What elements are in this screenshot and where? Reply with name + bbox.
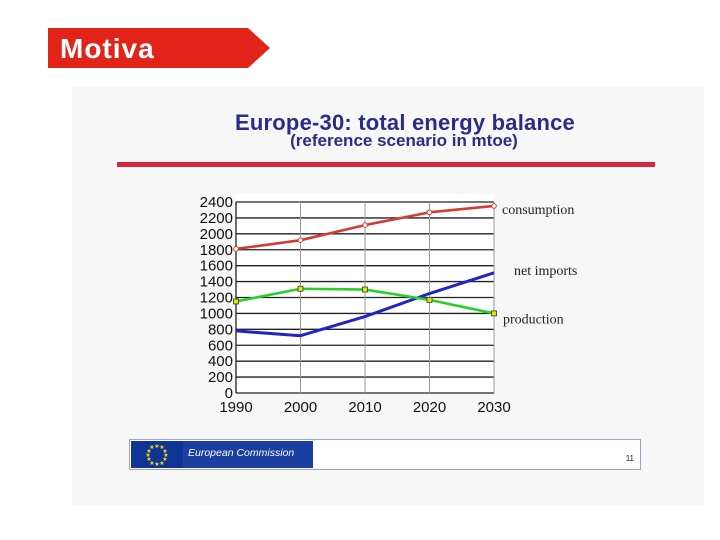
series-line-net-imports	[235, 271, 495, 338]
eu-stars-icon: ★ ★★ ★★★ ★★★ ★★★	[145, 443, 168, 468]
y-tick-label-0: 0	[225, 385, 233, 402]
svg-text:★: ★	[159, 444, 164, 451]
y-tick-label-800: 800	[208, 321, 233, 338]
chart-subtitle: (reference scenario in mtoe)	[290, 131, 518, 150]
ec-banner	[183, 441, 313, 468]
x-tick-label-2000: 2000	[284, 399, 317, 416]
y-tick-label-400: 400	[208, 353, 233, 370]
motiva-logo: Motiva	[48, 28, 270, 68]
svg-text:★: ★	[145, 452, 150, 459]
y-tick-label-200: 200	[208, 369, 233, 386]
y-tick-label-600: 600	[208, 337, 233, 354]
point-production-1990	[233, 298, 239, 305]
point-production-2020	[426, 296, 433, 303]
x-tick-label-2020: 2020	[413, 399, 446, 416]
svg-text:★: ★	[163, 452, 168, 459]
y-tick-label-2400: 2400	[200, 194, 233, 211]
y-tick-label-1600: 1600	[200, 258, 233, 275]
point-consumption-2000	[297, 237, 304, 243]
y-tick-label-1200: 1200	[200, 290, 233, 307]
svg-text:★: ★	[149, 460, 154, 467]
footer-bar: ★ ★ ★ ★ ★ ★ ★ ★ ★ ★ ★ ★ European Commission 11	[129, 439, 641, 470]
y-tick-label-2000: 2000	[200, 226, 233, 243]
legend-label-production: production	[503, 312, 564, 327]
y-tick-label-1400: 1400	[200, 274, 233, 291]
y-tick-label-1000: 1000	[200, 305, 233, 322]
legend-label-net-imports: net imports	[514, 264, 577, 279]
svg-text:★: ★	[162, 448, 167, 455]
svg-text:★: ★	[146, 448, 151, 455]
svg-text:★: ★	[146, 456, 151, 463]
page-number: 11	[625, 454, 634, 463]
x-tick-label-2010: 2010	[348, 399, 381, 416]
point-production-2030	[491, 310, 497, 317]
legend-label-consumption: consumption	[502, 203, 574, 218]
svg-text:★: ★	[154, 443, 159, 450]
point-production-2000	[297, 285, 304, 292]
ec-label: European Commission	[188, 447, 295, 459]
logo-text: Motiva	[60, 33, 155, 64]
chart-title: Europe-30: total energy balance	[235, 110, 575, 135]
point-consumption-2030	[491, 203, 497, 209]
svg-text:★: ★	[154, 461, 159, 468]
x-tick-label-1990: 1990	[219, 399, 252, 416]
title-rule	[117, 162, 655, 167]
point-consumption-1990	[233, 246, 239, 252]
y-tick-label-2200: 2200	[200, 210, 233, 227]
point-consumption-2010	[362, 222, 368, 228]
svg-text:★: ★	[159, 460, 164, 467]
logo-shape	[48, 28, 270, 68]
eu-flag-icon: ★ ★ ★ ★ ★ ★ ★ ★ ★ ★ ★ ★	[131, 441, 183, 468]
svg-text:★: ★	[149, 444, 154, 451]
point-production-2010	[362, 286, 368, 293]
svg-text:★: ★	[162, 456, 167, 463]
y-tick-label-1800: 1800	[200, 242, 233, 259]
point-consumption-2020	[426, 209, 433, 216]
x-tick-label-2030: 2030	[477, 399, 510, 416]
